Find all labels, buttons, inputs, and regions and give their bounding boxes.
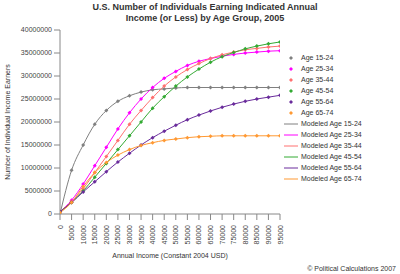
- svg-text:10000000: 10000000: [21, 164, 52, 171]
- svg-text:75000: 75000: [230, 225, 237, 245]
- svg-text:65000: 65000: [207, 225, 214, 245]
- html-text:Modeled Age 15-24: Modeled Age 15-24: [301, 120, 362, 127]
- html-text:Age 45-54: Age 45-54: [301, 87, 334, 94]
- svg-text:85000: 85000: [253, 225, 260, 245]
- svg-text:0: 0: [48, 210, 52, 217]
- svg-text:30000: 30000: [126, 225, 133, 245]
- html-text:Modeled Age 35-44: Modeled Age 35-44: [301, 142, 362, 149]
- html-text:Age 55-64: Age 55-64: [301, 98, 334, 105]
- svg-text:Number of Individual Income Ea: Number of Individual Income Earners: [8, 64, 11, 180]
- html-text:Modeled Age 45-54: Modeled Age 45-54: [301, 153, 362, 160]
- svg-text:30000000: 30000000: [21, 72, 52, 79]
- svg-text:80000: 80000: [242, 225, 249, 245]
- svg-text:45000: 45000: [161, 225, 168, 245]
- svg-text:55000: 55000: [184, 225, 191, 245]
- html-text:Age 65-74: Age 65-74: [301, 109, 334, 116]
- html-text:Age 25-34: Age 25-34: [301, 65, 334, 72]
- svg-text:10000: 10000: [80, 225, 87, 245]
- svg-text:90000: 90000: [265, 225, 272, 245]
- svg-text:60000: 60000: [195, 225, 202, 245]
- svg-text:40000000: 40000000: [21, 26, 52, 33]
- svg-text:15000: 15000: [91, 225, 98, 245]
- svg-text:35000000: 35000000: [21, 49, 52, 56]
- svg-text:15000000: 15000000: [21, 141, 52, 148]
- html-text:Modeled Age 25-34: Modeled Age 25-34: [301, 131, 362, 138]
- svg-text:35000: 35000: [138, 225, 145, 245]
- html-text:Age 35-44: Age 35-44: [301, 76, 334, 83]
- svg-text:20000: 20000: [103, 225, 110, 245]
- svg-text:Annual Income (Constant 2004 U: Annual Income (Constant 2004 USD): [112, 252, 228, 260]
- svg-text:25000: 25000: [114, 225, 121, 245]
- svg-text:40000: 40000: [149, 225, 156, 245]
- svg-text:25000000: 25000000: [21, 95, 52, 102]
- svg-text:70000: 70000: [219, 225, 226, 245]
- svg-text:5000: 5000: [68, 225, 75, 241]
- svg-text:20000000: 20000000: [21, 118, 52, 125]
- html-text:Age 15-24: Age 15-24: [301, 54, 334, 61]
- svg-text:0: 0: [57, 225, 64, 229]
- html-text:U.S. Number of Individuals Ear: U.S. Number of Individuals Earning Indic…: [92, 2, 318, 23]
- html-text:Modeled Age 65-74: Modeled Age 65-74: [301, 175, 362, 182]
- svg-text:5000000: 5000000: [25, 187, 52, 194]
- html-text:Modeled Age 55-64: Modeled Age 55-64: [301, 164, 362, 171]
- svg-text:95000: 95000: [277, 225, 284, 245]
- html-text:© Political Calculations 2007: © Political Calculations 2007: [307, 265, 396, 272]
- svg-text:50000: 50000: [172, 225, 179, 245]
